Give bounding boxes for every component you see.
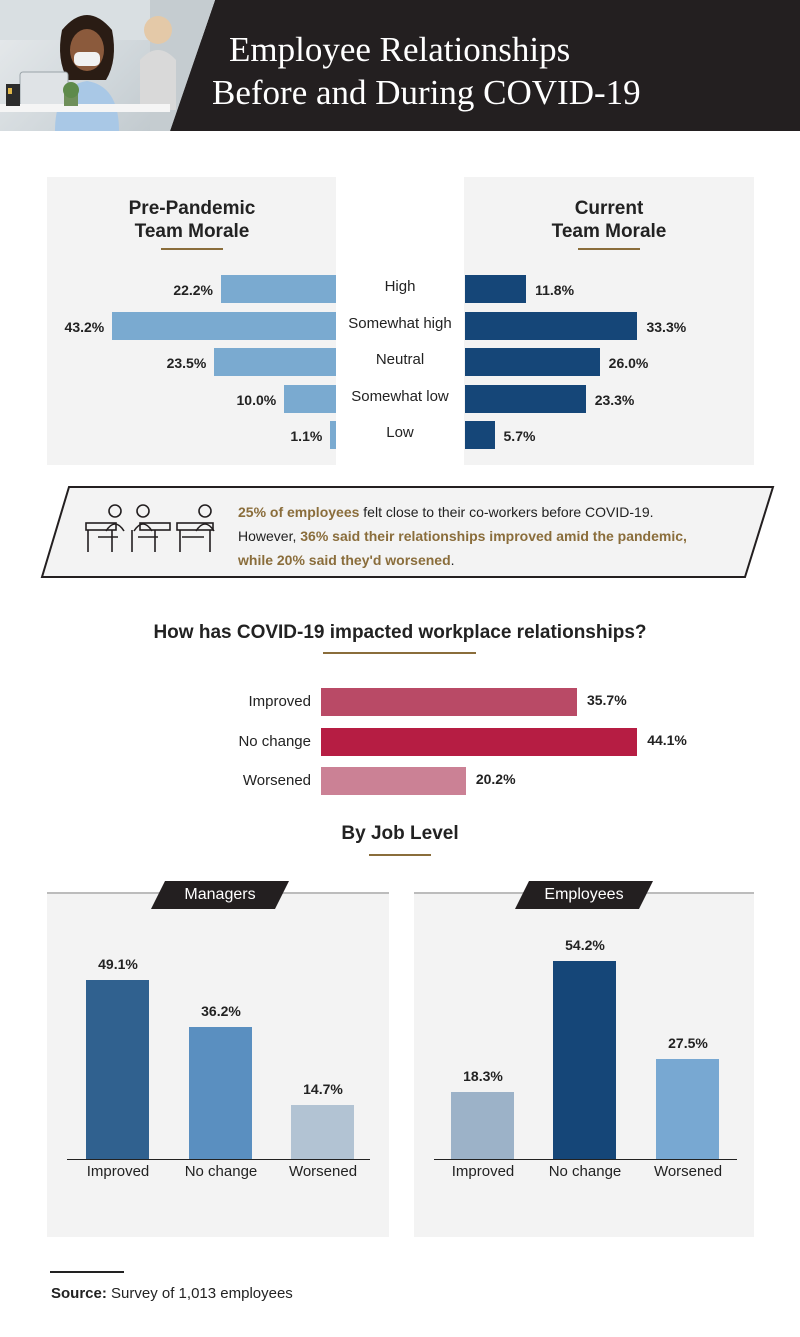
callout-line1: 25% of employees felt close to their co-… [238, 500, 738, 524]
managers-category-improved: Improved [86, 1163, 150, 1180]
impact-label-no-change: 44.1% [647, 732, 687, 748]
current-label-low: 5.7% [503, 428, 536, 444]
employees-category-worsened: Worsened [653, 1163, 723, 1180]
managers-bar-no-change [189, 1026, 252, 1159]
header-banner: Employee Relationships Before and During… [0, 0, 800, 131]
impact-label-worsened: 20.2% [475, 771, 516, 787]
managers-label-no-change: 36.2% [201, 1002, 241, 1019]
managers-label-worsened: 14.7% [303, 1081, 343, 1098]
pre-pandemic-title-line2: Team Morale [134, 221, 250, 242]
current-title-underline [578, 248, 640, 250]
category-somewhat-low: Somewhat low [351, 387, 449, 405]
pre-bar-somewhat-low [284, 384, 336, 413]
current-bar-neutral [465, 348, 600, 376]
pre-pandemic-title: Pre-Pandemic Team Morale [47, 197, 337, 243]
current-label-somewhat-high: 33.3% [646, 318, 687, 335]
current-bar-high [465, 275, 527, 303]
woman-at-desk-illustration [0, 0, 215, 131]
callout-box [40, 485, 775, 579]
callout-highlight-1: 25% of employees [238, 504, 360, 520]
callout-text-1: felt close to their co-workers before CO… [359, 504, 654, 520]
employees-label-no-change: 54.2% [565, 937, 605, 954]
impact-category-improved: Improved [248, 693, 311, 710]
page-title-line2: Before and During COVID-19 [212, 73, 641, 112]
category-high: High [384, 278, 416, 295]
pre-label-low: 1.1% [290, 428, 323, 444]
current-title-line1: Current [574, 198, 644, 219]
employees-tag: Employees [515, 881, 653, 909]
employees-bar-improved [451, 1092, 514, 1159]
callout-frame [40, 486, 775, 578]
employees-baseline [434, 1159, 737, 1160]
current-bar-somewhat-high [465, 311, 638, 340]
callout-highlight-2: 36% said their relationships improved am… [300, 528, 687, 544]
managers-category-worsened: Worsened [288, 1163, 358, 1180]
employees-label-improved: 18.3% [463, 1068, 503, 1085]
callout-highlight-3: while 20% said they'd worsened [238, 552, 451, 568]
current-title-line2: Team Morale [551, 221, 667, 242]
callout-text-2: However, [238, 528, 301, 544]
callout-text-3: . [450, 552, 455, 568]
current-label-high: 11.8% [535, 282, 575, 298]
impact-bar-improved [321, 688, 577, 716]
pre-bar-somewhat-high [112, 311, 336, 340]
pre-label-neutral: 23.5% [166, 355, 207, 371]
source-divider [50, 1271, 124, 1273]
employees-bar-worsened [656, 1058, 719, 1159]
impact-category-no-change: No change [238, 733, 311, 750]
callout-line3: while 20% said they'd worsened. [238, 548, 738, 572]
pre-label-somewhat-high: 43.2% [64, 318, 105, 335]
employees-category-no-change: No change [548, 1163, 622, 1180]
managers-tag: Managers [151, 881, 289, 909]
source-label: Source: [51, 1285, 107, 1302]
impact-category-worsened: Worsened [242, 772, 311, 789]
pre-pandemic-title-line1: Pre-Pandemic [128, 198, 256, 219]
current-label-neutral: 26.0% [608, 355, 649, 371]
pre-bar-neutral [214, 348, 336, 376]
page-title: Employee Relationships Before and During… [212, 28, 772, 114]
job-level-title: By Job Level [341, 823, 459, 844]
current-title: Current Team Morale [464, 197, 754, 243]
source-text: Survey of 1,013 employees [106, 1285, 293, 1302]
current-label-somewhat-low: 23.3% [594, 391, 635, 408]
office-photo [0, 0, 215, 131]
page-title-line1: Employee Relationships [229, 30, 571, 69]
impact-title-underline [323, 652, 476, 654]
callout-line2: However, 36% said their relationships im… [238, 524, 738, 548]
impact-title: How has COVID-19 impacted workplace rela… [153, 622, 647, 643]
coworkers-icon [85, 504, 215, 552]
impact-label-improved: 35.7% [586, 692, 627, 708]
employees-label-worsened: 27.5% [668, 1034, 708, 1051]
pre-label-high: 22.2% [173, 282, 214, 298]
pre-bar-high [221, 275, 336, 303]
category-low: Low [386, 424, 414, 441]
callout-text: 25% of employees felt close to their co-… [238, 500, 738, 572]
managers-baseline [67, 1159, 370, 1160]
pre-label-somewhat-low: 10.0% [236, 391, 277, 408]
managers-bar-worsened [291, 1105, 354, 1159]
current-bar-somewhat-low [465, 384, 586, 413]
managers-bar-improved [86, 979, 149, 1159]
category-neutral: Neutral [375, 351, 425, 368]
category-somewhat-high: Somewhat high [348, 314, 452, 332]
impact-bar-no-change [321, 728, 638, 756]
pre-bar-low [330, 421, 336, 449]
pre-title-underline [161, 248, 223, 250]
source-note: Source: Survey of 1,013 employees [51, 1285, 293, 1302]
employees-bar-no-change [553, 961, 616, 1159]
managers-label-improved: 49.1% [98, 955, 138, 972]
impact-bar-worsened [321, 767, 466, 795]
employees-category-improved: Improved [451, 1163, 515, 1180]
job-level-underline [369, 854, 431, 856]
managers-category-no-change: No change [184, 1163, 258, 1180]
current-bar-low [465, 421, 495, 449]
